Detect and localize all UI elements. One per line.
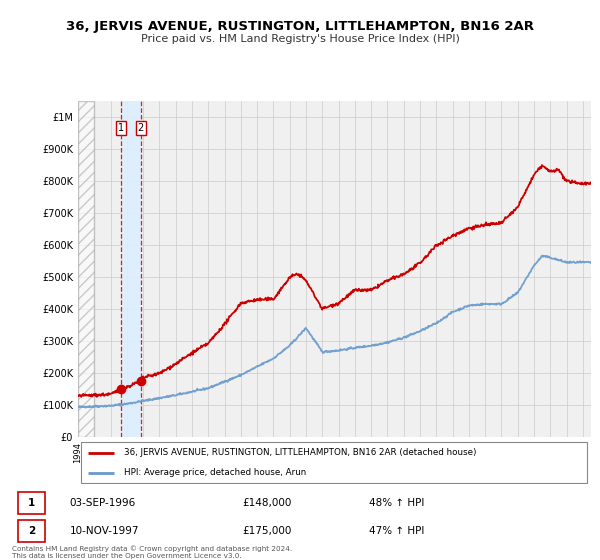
Text: £175,000: £175,000 bbox=[242, 526, 292, 536]
Text: 48% ↑ HPI: 48% ↑ HPI bbox=[369, 498, 424, 508]
Text: 1: 1 bbox=[28, 498, 35, 508]
Text: Price paid vs. HM Land Registry's House Price Index (HPI): Price paid vs. HM Land Registry's House … bbox=[140, 34, 460, 44]
Bar bbox=[78, 101, 94, 437]
Text: 10-NOV-1997: 10-NOV-1997 bbox=[70, 526, 139, 536]
Text: 03-SEP-1996: 03-SEP-1996 bbox=[70, 498, 136, 508]
Text: HPI: Average price, detached house, Arun: HPI: Average price, detached house, Arun bbox=[124, 468, 307, 477]
Bar bbox=[121, 101, 141, 437]
Text: 2: 2 bbox=[138, 123, 144, 133]
Text: 1: 1 bbox=[118, 123, 125, 133]
FancyBboxPatch shape bbox=[18, 492, 46, 514]
FancyBboxPatch shape bbox=[80, 442, 587, 483]
Text: 36, JERVIS AVENUE, RUSTINGTON, LITTLEHAMPTON, BN16 2AR (detached house): 36, JERVIS AVENUE, RUSTINGTON, LITTLEHAM… bbox=[124, 448, 476, 457]
FancyBboxPatch shape bbox=[18, 520, 46, 542]
Text: £148,000: £148,000 bbox=[242, 498, 292, 508]
Text: 47% ↑ HPI: 47% ↑ HPI bbox=[369, 526, 424, 536]
Text: 36, JERVIS AVENUE, RUSTINGTON, LITTLEHAMPTON, BN16 2AR: 36, JERVIS AVENUE, RUSTINGTON, LITTLEHAM… bbox=[66, 20, 534, 32]
Text: 2: 2 bbox=[28, 526, 35, 536]
Text: Contains HM Land Registry data © Crown copyright and database right 2024.
This d: Contains HM Land Registry data © Crown c… bbox=[12, 546, 292, 559]
